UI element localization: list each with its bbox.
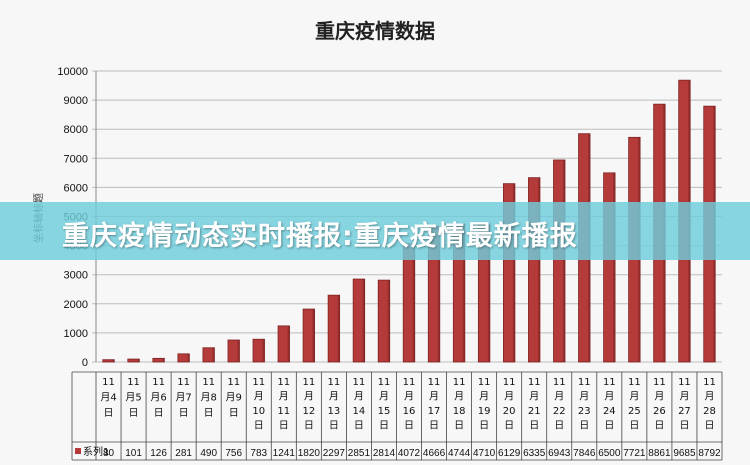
y-tick-label: 6000: [64, 182, 88, 194]
bar-shade: [337, 295, 340, 362]
x-tick-label: 11 月 14 日: [353, 377, 366, 432]
x-tick-label: 11 月 28 日: [703, 377, 716, 432]
data-label: 281: [175, 448, 192, 459]
x-tick-label: 11 月 22 日: [553, 377, 566, 432]
bar-shade: [262, 339, 265, 362]
x-tick-label: 11 月 27 日: [678, 377, 691, 432]
x-tick-label: 11 月8 日: [200, 377, 216, 419]
x-tick-label: 11 月 13 日: [328, 377, 341, 432]
bar-shade: [537, 177, 540, 362]
overlay-banner: 重庆疫情动态实时播报:重庆疫情最新播报: [0, 202, 750, 260]
chart-title: 重庆疫情数据: [315, 19, 435, 43]
data-table: 系列1 11 月4 日 80 11 月5 日 101 11 月6 日 126 11 月7 日 281 11 月8 日 4…: [71, 371, 723, 461]
y-tick-label: 8000: [64, 124, 88, 136]
bar-shade: [512, 183, 515, 362]
x-tick-label: 11 月 19 日: [478, 377, 491, 432]
x-tick-label: 11 月 16 日: [403, 377, 416, 432]
bar-shade: [137, 359, 140, 362]
x-tick-label: 11 月5 日: [125, 377, 141, 419]
data-label: 783: [250, 448, 267, 459]
x-tick-label: 11 月 17 日: [428, 377, 441, 432]
x-tick-label: 11 月 10 日: [252, 377, 265, 432]
x-tick-label: 11 月 18 日: [453, 377, 466, 432]
bar-shade: [462, 223, 465, 362]
banner-text: 重庆疫情动态实时播报:重庆疫情最新播报: [62, 221, 578, 252]
x-tick-label: 11 月6 日: [150, 377, 166, 419]
legend-swatch: [75, 448, 81, 454]
legend-series-name: 系列1: [83, 445, 109, 458]
data-label: 4072: [398, 448, 421, 459]
data-label: 2297: [323, 448, 346, 459]
x-tick-label: 11 月 12 日: [302, 377, 315, 432]
x-tick-label: 11 月7 日: [175, 377, 191, 419]
x-tick-label: 11 月 21 日: [528, 377, 541, 432]
data-label: 4710: [473, 448, 496, 459]
data-label: 9685: [673, 448, 696, 459]
bar-shade: [212, 347, 215, 362]
y-tick-label: 10000: [57, 66, 88, 78]
x-tick-label: 11 月 15 日: [378, 377, 391, 432]
data-label: 1241: [273, 448, 296, 459]
bar-shade: [613, 172, 616, 362]
bar-shade: [387, 280, 390, 362]
data-label: 2851: [348, 448, 371, 459]
bar-shade: [162, 358, 165, 362]
data-label: 7721: [623, 448, 646, 459]
data-label: 4744: [448, 448, 471, 459]
data-label: 6129: [498, 448, 521, 459]
data-label: 1820: [298, 448, 321, 459]
data-label: 6335: [523, 448, 546, 459]
bar: [102, 359, 115, 363]
x-tick-label: 11 月9 日: [226, 377, 242, 419]
y-tick-label: 9000: [64, 95, 88, 107]
x-tick-label: 11 月 24 日: [603, 377, 616, 432]
x-tick-label: 11 月 25 日: [628, 377, 641, 432]
bar-shade: [287, 325, 290, 362]
x-tick-label: 11 月 26 日: [653, 377, 666, 432]
y-tick-label: 3000: [64, 270, 88, 282]
data-label: 2814: [373, 448, 396, 459]
data-label: 756: [225, 448, 242, 459]
x-tick-label: 11 月 20 日: [503, 377, 516, 432]
bar-shade: [362, 279, 365, 362]
y-tick-label: 1000: [64, 328, 88, 340]
bar-shade: [437, 226, 440, 362]
bar-shade: [412, 243, 415, 362]
y-tick-label: 2000: [64, 299, 88, 311]
bar-shade: [562, 159, 565, 362]
data-label: 7846: [573, 448, 596, 459]
bar-shade: [312, 309, 315, 362]
bar: [202, 347, 215, 363]
x-tick-label: 11 月 23 日: [578, 377, 591, 432]
data-label: 101: [125, 448, 142, 459]
data-label: 8792: [698, 448, 721, 459]
x-tick-label: 11 月 11 日: [277, 377, 290, 432]
data-label: 6500: [598, 448, 621, 459]
data-label: 80: [103, 448, 115, 459]
data-label: 8861: [648, 448, 671, 459]
data-label: 126: [150, 448, 167, 459]
y-tick-label: 7000: [64, 153, 88, 165]
bar-shade: [237, 340, 240, 362]
data-label: 6943: [548, 448, 571, 459]
bar-shade: [487, 224, 490, 362]
y-tick-label: 0: [82, 357, 88, 369]
bar-shade: [187, 353, 190, 362]
bar-shade: [112, 359, 115, 362]
data-label: 4666: [423, 448, 446, 459]
data-label: 490: [200, 448, 217, 459]
x-tick-label: 11 月4 日: [100, 377, 116, 419]
